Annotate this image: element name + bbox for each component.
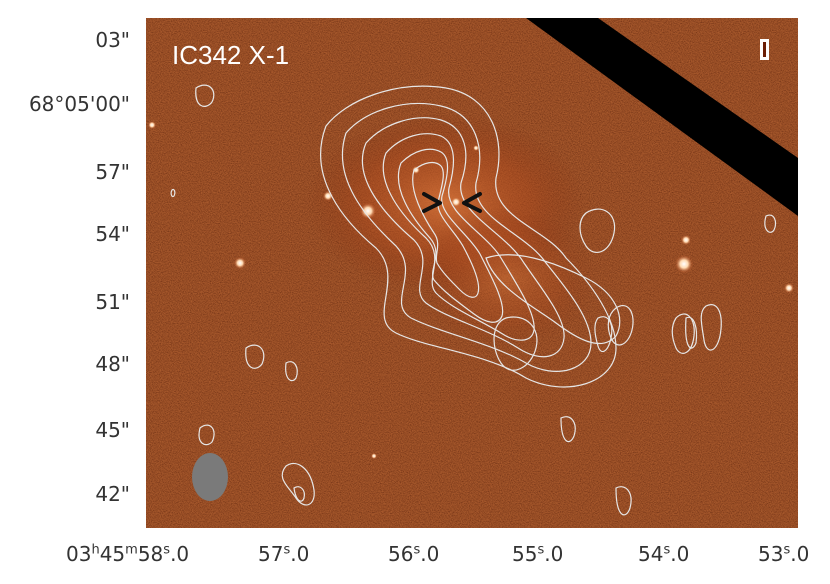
star (371, 453, 377, 459)
y-tick-label: 45" (95, 418, 130, 442)
x-tick-label: 03h45m58s.0 (66, 542, 190, 566)
x-tick-label: 57s.0 (258, 542, 310, 566)
y-tick-label: 54" (95, 222, 130, 246)
star (234, 257, 246, 269)
star (473, 145, 479, 151)
star (784, 283, 794, 293)
nebula-glow-south (416, 208, 596, 348)
beam-ellipse-icon (192, 453, 228, 501)
slit-marker-inner (763, 42, 766, 57)
star (681, 235, 691, 245)
star (675, 255, 693, 273)
x-tick-label: 55s.0 (512, 542, 564, 566)
detector-gap-mask (526, 18, 798, 216)
star (148, 121, 156, 129)
y-tick-label: 03" (95, 28, 130, 52)
y-tick-label: 51" (95, 290, 130, 314)
source-position-marker-icon (422, 192, 482, 213)
star (360, 203, 376, 219)
x-tick-label: 54s.0 (638, 542, 690, 566)
target-label: IC342 X-1 (172, 40, 290, 70)
y-tick-label: 57" (95, 160, 130, 184)
y-tick-label: 42" (95, 482, 130, 506)
sky-image (146, 18, 798, 528)
x-tick-label: 53s.0 (758, 542, 810, 566)
radio-contours (170, 84, 777, 516)
y-tick-label: 48" (95, 352, 130, 376)
star (451, 197, 461, 207)
x-tick-label: 56s.0 (388, 542, 440, 566)
y-tick-label: 68°05'00" (28, 92, 130, 116)
image-panel (146, 18, 798, 528)
